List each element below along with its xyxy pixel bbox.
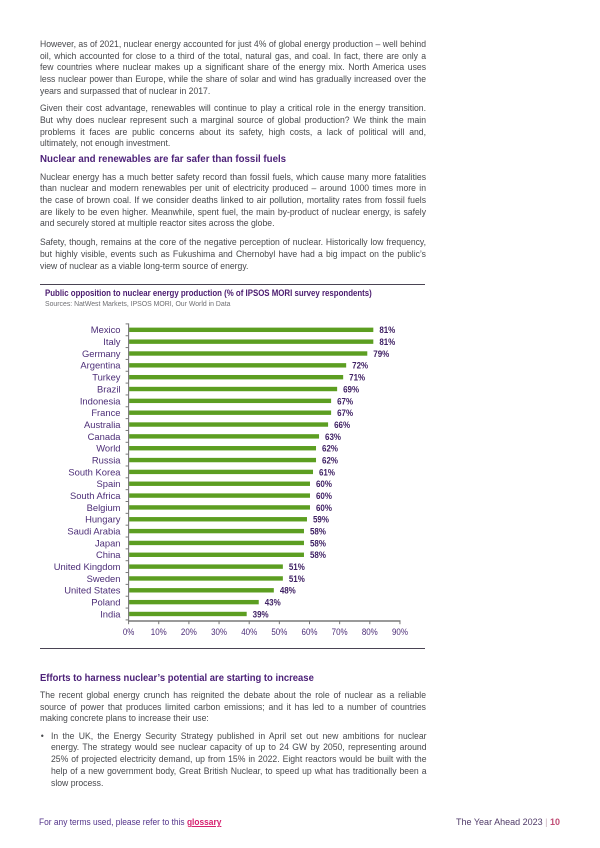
svg-text:Turkey: Turkey (92, 372, 121, 383)
svg-text:France: France (91, 407, 120, 418)
svg-text:Saudi Arabia: Saudi Arabia (67, 526, 121, 537)
svg-text:United Kingdom: United Kingdom (54, 561, 121, 572)
svg-text:10%: 10% (151, 626, 167, 637)
svg-text:South Korea: South Korea (68, 466, 121, 477)
svg-text:Mexico: Mexico (91, 324, 121, 335)
svg-text:81%: 81% (379, 336, 396, 347)
svg-text:Brazil: Brazil (97, 383, 120, 394)
svg-text:Belgium: Belgium (87, 502, 121, 513)
svg-text:Indonesia: Indonesia (80, 395, 121, 406)
svg-text:66%: 66% (334, 419, 351, 430)
svg-text:Russia: Russia (92, 454, 121, 465)
svg-text:Japan: Japan (95, 537, 121, 548)
svg-text:60%: 60% (302, 626, 318, 637)
svg-text:51%: 51% (289, 573, 306, 584)
svg-text:China: China (96, 549, 121, 560)
svg-text:70%: 70% (332, 626, 348, 637)
svg-text:58%: 58% (310, 549, 327, 560)
svg-text:Sweden: Sweden (87, 573, 121, 584)
svg-text:67%: 67% (337, 407, 354, 418)
svg-text:Canada: Canada (88, 431, 122, 442)
svg-text:58%: 58% (310, 537, 327, 548)
svg-text:51%: 51% (289, 561, 306, 572)
svg-text:60%: 60% (316, 490, 333, 501)
svg-text:World: World (96, 443, 120, 454)
svg-text:30%: 30% (211, 626, 227, 637)
svg-text:60%: 60% (316, 502, 333, 513)
svg-text:90%: 90% (392, 626, 408, 637)
svg-text:Italy: Italy (103, 336, 121, 347)
svg-text:Hungary: Hungary (85, 514, 121, 525)
svg-text:39%: 39% (253, 608, 270, 619)
svg-text:India: India (100, 608, 121, 619)
svg-text:40%: 40% (241, 626, 257, 637)
svg-text:United States: United States (64, 585, 121, 596)
svg-text:48%: 48% (280, 585, 297, 596)
svg-text:Spain: Spain (97, 478, 121, 489)
svg-text:0%: 0% (123, 626, 135, 637)
svg-text:43%: 43% (265, 597, 282, 608)
svg-text:South Africa: South Africa (70, 490, 121, 501)
svg-text:63%: 63% (325, 431, 342, 442)
svg-text:Argentina: Argentina (80, 360, 121, 371)
svg-text:20%: 20% (181, 626, 197, 637)
svg-text:60%: 60% (316, 478, 333, 489)
svg-text:Germany: Germany (82, 348, 121, 359)
svg-text:62%: 62% (322, 454, 339, 465)
svg-text:58%: 58% (310, 526, 327, 537)
svg-text:67%: 67% (337, 395, 354, 406)
svg-text:72%: 72% (352, 360, 369, 371)
svg-text:59%: 59% (313, 514, 330, 525)
svg-text:71%: 71% (349, 372, 366, 383)
svg-text:50%: 50% (271, 626, 287, 637)
svg-text:62%: 62% (322, 443, 339, 454)
svg-text:79%: 79% (373, 348, 390, 359)
svg-text:80%: 80% (362, 626, 378, 637)
svg-text:61%: 61% (319, 466, 336, 477)
svg-text:Poland: Poland (91, 597, 120, 608)
svg-text:Australia: Australia (84, 419, 121, 430)
svg-text:69%: 69% (343, 383, 360, 394)
svg-text:81%: 81% (379, 324, 396, 335)
